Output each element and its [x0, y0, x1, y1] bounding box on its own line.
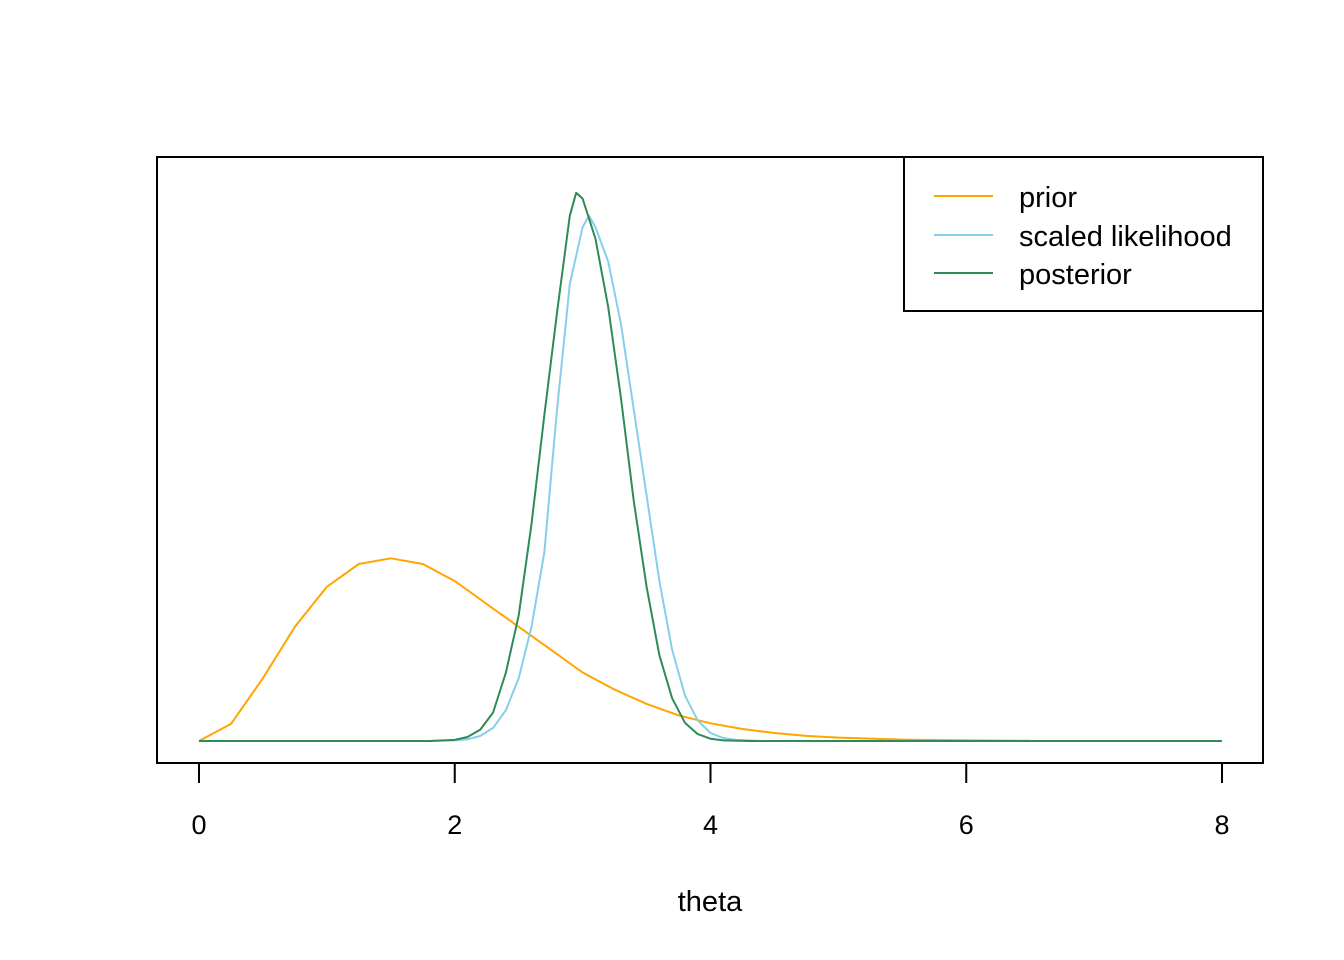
x-axis-label: theta — [678, 886, 743, 918]
legend-label-scaled-likelihood: scaled likelihood — [1019, 221, 1232, 253]
x-tick-label-4: 8 — [1214, 810, 1229, 840]
series-line-scaled-likelihood — [199, 214, 1222, 742]
legend-label-prior: prior — [1019, 182, 1077, 214]
series-layer — [198, 191, 1222, 742]
series-line-prior — [198, 557, 1031, 742]
series-line-posterior — [199, 191, 1222, 742]
legend: prior scaled likelihood posterior — [903, 156, 1264, 312]
x-tick-label-0: 0 — [191, 810, 206, 840]
x-tick-label-1: 2 — [447, 810, 462, 840]
legend-box — [903, 156, 1264, 312]
x-tick-label-3: 6 — [959, 810, 974, 840]
x-tick-label-2: 4 — [703, 810, 718, 840]
legend-label-posterior: posterior — [1019, 259, 1132, 291]
x-axis: 0 2 4 6 8 — [191, 762, 1230, 840]
